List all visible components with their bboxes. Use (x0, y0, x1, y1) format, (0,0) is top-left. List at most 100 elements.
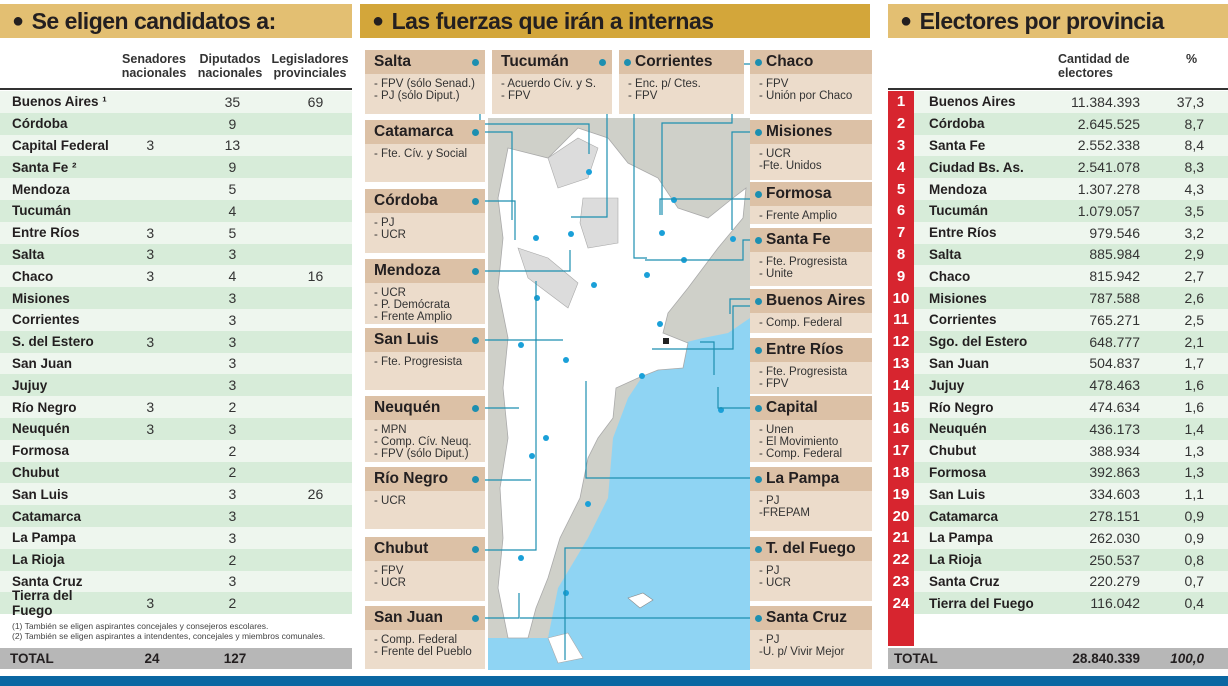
table-row: Neuquén 3 3 (0, 417, 352, 440)
electores-table-body: 1 Buenos Aires 11.384.393 37,3 2 Córdoba 2.645… (888, 91, 1228, 615)
electores-pct: 0,4 (1184, 595, 1204, 612)
party-item: - MPN (374, 424, 407, 436)
electores-count: 278.151 (1089, 508, 1140, 525)
province-name: Salta (12, 246, 45, 262)
province-name: Entre Ríos (12, 225, 80, 241)
diputados-value: 4 (228, 202, 237, 219)
electores-pct: 1,4 (1184, 420, 1204, 437)
card-title-bar: T. del Fuego (750, 537, 872, 561)
card-title-bar: Capital (750, 396, 872, 420)
connector-dot-icon (472, 268, 479, 275)
table-row: 11 Corrientes 765.271 2,5 (888, 308, 1228, 331)
electores-pct: 1,1 (1184, 486, 1204, 503)
party-item: - Comp. Federal (759, 448, 843, 460)
province-name: Salta (929, 246, 962, 262)
total-diputados: 127 (223, 651, 247, 666)
electores-pct: 1,3 (1184, 464, 1204, 481)
electores-pct: 1,6 (1184, 377, 1204, 394)
table-row: 17 Chubut 388.934 1,3 (888, 439, 1228, 462)
electores-pct: 2,7 (1184, 268, 1204, 285)
rank-badge: 23 (888, 570, 914, 593)
party-item: - UCR (374, 287, 406, 299)
electores-count: 388.934 (1089, 442, 1140, 459)
party-list: - Frente Amplio (750, 206, 872, 222)
electores-count: 979.546 (1089, 224, 1140, 241)
party-list: - PJ -FREPAM (750, 491, 872, 519)
footnote-2: (2) También se eligen aspirantes a inten… (12, 631, 326, 641)
rank-badge: 22 (888, 548, 914, 571)
rank-badge: 10 (888, 287, 914, 309)
province-name: La Pampa (929, 530, 993, 546)
electores-total-row: TOTAL 28.840.339 100,0 (888, 648, 1228, 669)
bullet-icon: ● (900, 9, 912, 32)
electores-pct: 2,9 (1184, 246, 1204, 263)
province-name: Corrientes (12, 312, 80, 328)
footnote-1: (1) También se eligen aspirantes conceja… (12, 621, 269, 631)
party-card-formosa: Formosa - Frente Amplio (750, 182, 872, 224)
diputados-value: 13 (224, 137, 241, 154)
bottom-bar (0, 676, 1228, 686)
party-item: - FPV (sólo Diput.) (374, 448, 469, 460)
table-row: 12 Sgo. del Estero 648.777 2,1 (888, 330, 1228, 353)
candidates-total-row: TOTAL 24 127 (0, 648, 352, 669)
province-name: San Luis (12, 486, 69, 502)
card-province-name: Tucumán (501, 53, 569, 70)
table-row: 14 Jujuy 478.463 1,6 (888, 374, 1228, 397)
party-card-capital: Capital - Unen - El Movimiento - Comp. Fede… (750, 396, 872, 462)
province-name: Mendoza (12, 181, 70, 197)
province-name: La Rioja (12, 552, 65, 568)
rank-badge: 13 (888, 352, 914, 375)
rank-badge: 14 (888, 374, 914, 397)
table-row: San Juan 3 (0, 352, 352, 375)
party-card-la-pampa: La Pampa - PJ -FREPAM (750, 467, 872, 531)
rank-badge: 7 (888, 221, 914, 244)
rank-badge: 19 (888, 483, 914, 506)
electores-section: ● Electores por provincia Cantidad de el… (888, 0, 1228, 686)
diputados-value: 3 (228, 246, 237, 263)
table-row: Tierra del Fuego 3 2 (0, 588, 352, 618)
party-item: - Fte. Progresista (759, 256, 848, 268)
diputados-value: 3 (228, 355, 237, 372)
party-item: - PJ (759, 634, 780, 646)
table-row: Córdoba 9 (0, 112, 352, 135)
electores-pct: 8,3 (1184, 159, 1204, 176)
card-title-bar: San Luis (365, 328, 485, 352)
rank-badge: 24 (888, 592, 914, 615)
card-province-name: San Juan (374, 609, 443, 626)
card-province-name: Formosa (766, 185, 832, 202)
electores-count: 1.079.057 (1077, 202, 1140, 219)
table-row: Corrientes 3 (0, 308, 352, 331)
party-list: - FPV - UCR (365, 561, 485, 589)
party-list: - FPV - Unión por Chaco (750, 74, 872, 102)
province-name: Córdoba (12, 116, 68, 132)
card-title-bar: Córdoba (365, 189, 485, 213)
card-title-bar: Salta (365, 50, 485, 74)
diputados-value: 3 (228, 573, 237, 590)
party-item: - Frente del Pueblo (374, 646, 472, 658)
card-title-bar: Neuquén (365, 396, 485, 420)
table-row: La Rioja 2 (0, 548, 352, 571)
electores-pct: 1,6 (1184, 399, 1204, 416)
province-name: Capital Federal (12, 137, 109, 153)
party-list: - Fte. Progresista (365, 352, 485, 368)
party-item: - FPV (501, 90, 531, 102)
province-name: Sgo. del Estero (929, 334, 1028, 350)
rank-badge: 17 (888, 439, 914, 462)
table-row: 16 Neuquén 436.173 1,4 (888, 417, 1228, 440)
table-row: 22 La Rioja 250.537 0,8 (888, 548, 1228, 571)
party-card-neuquen: Neuquén - MPN - Comp. Cív. Neuq. - FPV (sól… (365, 396, 485, 462)
province-name: Tierra del Fuego (929, 595, 1034, 611)
card-title-bar: Catamarca (365, 120, 485, 144)
province-name: Chaco (12, 268, 54, 284)
table-row: Catamarca 3 (0, 505, 352, 527)
table-row: 4 Ciudad Bs. As. 2.541.078 8,3 (888, 156, 1228, 179)
party-card-catamarca: Catamarca - Fte. Cív. y Social (365, 120, 485, 182)
connector-dot-icon (755, 237, 762, 244)
rank-badge: 18 (888, 461, 914, 484)
total-label: TOTAL (894, 651, 938, 666)
internas-header: ● Las fuerzas que irán a internas (360, 4, 870, 38)
party-list: - Comp. Federal (750, 313, 872, 329)
province-name: Jujuy (12, 377, 48, 393)
party-item: - UCR (374, 577, 406, 589)
province-name: Entre Ríos (929, 225, 997, 241)
